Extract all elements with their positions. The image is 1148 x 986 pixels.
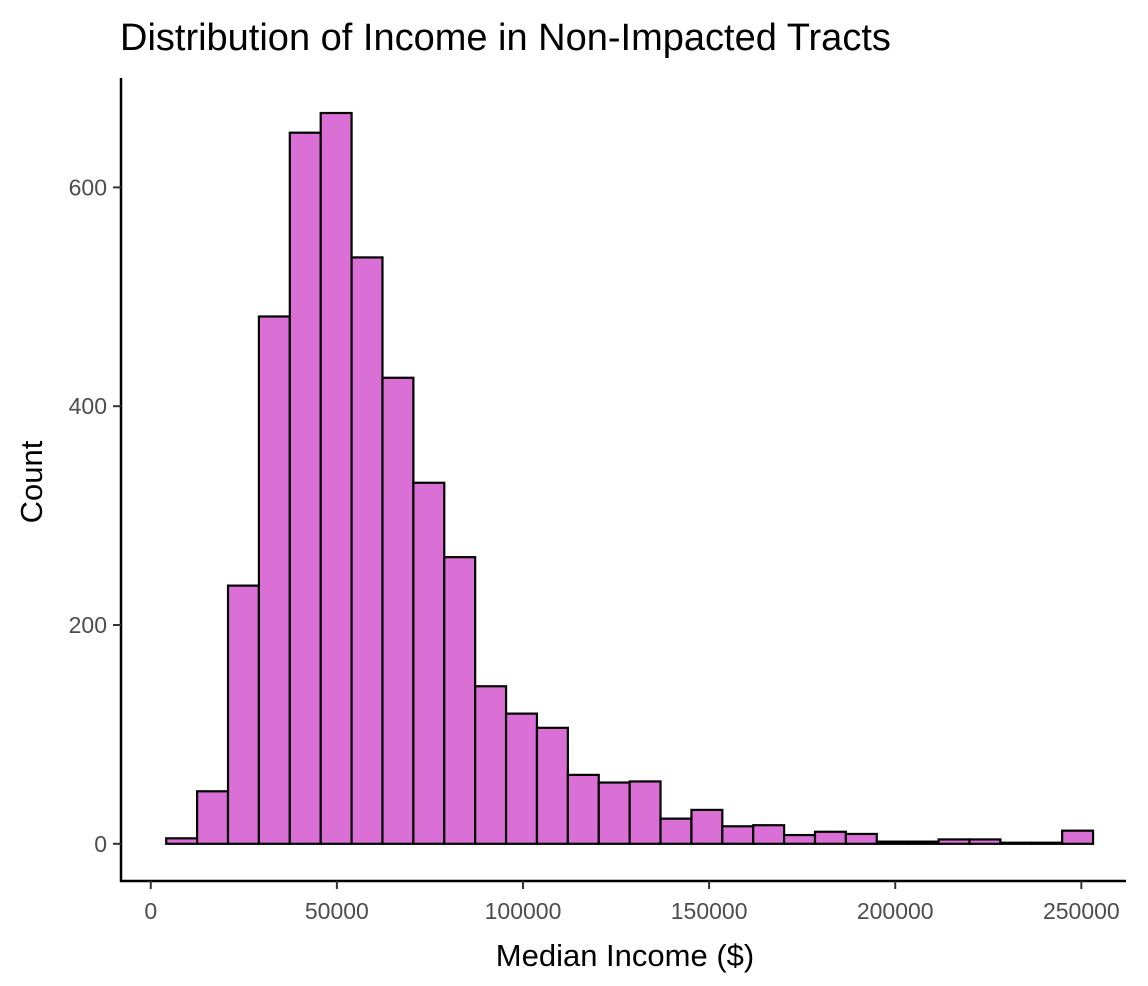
histogram-bar [504,712,539,845]
x-ticks-layer: 0 50000 100000 150000 200000 250000 [144,881,1120,924]
histogram-bar [968,838,1002,845]
histogram-bar [690,808,724,845]
bars-layer [165,111,1095,845]
histogram-bar [288,131,322,845]
histogram-bar [844,832,878,845]
histogram-bar [350,256,384,845]
x-tick-label: 200000 [857,898,934,924]
x-tick-label: 0 [144,898,157,924]
y-tick-label: 0 [94,831,107,857]
histogram-bar [165,837,199,845]
histogram-bar [783,833,817,845]
histogram-bar [381,376,415,845]
histogram-bar [535,726,569,845]
x-tick-label: 100000 [485,898,562,924]
y-tick-label: 400 [69,393,107,419]
histogram-bar [721,825,755,845]
histogram-bar [196,790,230,845]
histogram-bar [906,840,940,845]
histogram-bar [566,773,600,845]
histogram-bar [1061,829,1095,845]
histogram-bar [319,111,353,845]
y-axis-title: Count [14,440,49,523]
histogram-bar [597,781,631,845]
chart-title: Distribution of Income in Non-Impacted T… [120,17,891,59]
histogram-bar [875,840,909,845]
histogram-bar [752,824,786,845]
histogram-bar [999,841,1033,845]
histogram-bar [1030,841,1064,845]
histogram-bar [474,685,508,845]
y-tick-label: 200 [69,612,107,638]
histogram-bar [412,481,446,845]
histogram-bar [628,780,662,845]
x-axis-title: Median Income ($) [496,938,754,973]
histogram-bar [443,556,477,845]
x-tick-label: 50000 [305,898,369,924]
x-tick-label: 250000 [1043,898,1120,924]
y-ticks-layer: 0 200 400 600 [69,174,121,857]
y-tick-label: 600 [69,174,107,200]
histogram-bar [813,830,848,845]
histogram-bar [226,584,260,845]
histogram-bar [257,315,291,845]
histogram-bar [937,838,971,845]
x-tick-label: 150000 [671,898,748,924]
histogram-bar [659,817,693,845]
